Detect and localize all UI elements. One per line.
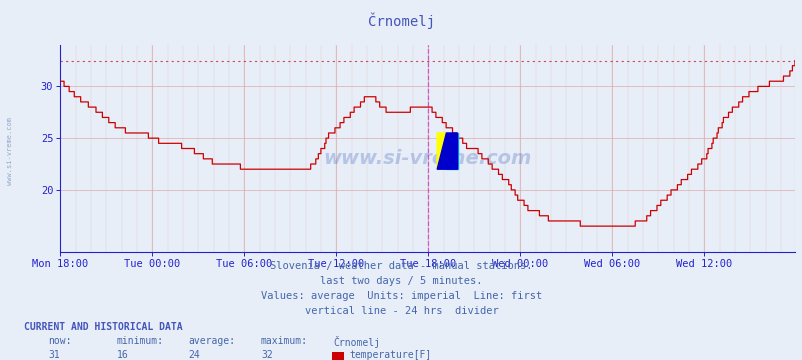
Text: CURRENT AND HISTORICAL DATA: CURRENT AND HISTORICAL DATA <box>24 322 183 332</box>
Text: temperature[F]: temperature[F] <box>349 350 431 360</box>
Text: 32: 32 <box>261 350 273 360</box>
Text: 16: 16 <box>116 350 128 360</box>
Text: www.si-vreme.com: www.si-vreme.com <box>7 117 14 185</box>
Text: vertical line - 24 hrs  divider: vertical line - 24 hrs divider <box>304 306 498 316</box>
Text: minimum:: minimum: <box>116 336 164 346</box>
Polygon shape <box>446 133 457 169</box>
Text: Črnomelj: Črnomelj <box>367 13 435 29</box>
Text: last two days / 5 minutes.: last two days / 5 minutes. <box>320 276 482 286</box>
Text: Values: average  Units: imperial  Line: first: Values: average Units: imperial Line: fi… <box>261 291 541 301</box>
Text: Črnomelj: Črnomelj <box>333 336 380 348</box>
Text: Slovenia / weather data - manual stations.: Slovenia / weather data - manual station… <box>270 261 532 271</box>
Text: average:: average: <box>188 336 236 346</box>
Text: now:: now: <box>48 336 71 346</box>
Text: 31: 31 <box>48 350 60 360</box>
Text: www.si-vreme.com: www.si-vreme.com <box>323 149 531 168</box>
Polygon shape <box>436 133 457 169</box>
Polygon shape <box>436 133 446 169</box>
Text: maximum:: maximum: <box>261 336 308 346</box>
Text: 24: 24 <box>188 350 200 360</box>
